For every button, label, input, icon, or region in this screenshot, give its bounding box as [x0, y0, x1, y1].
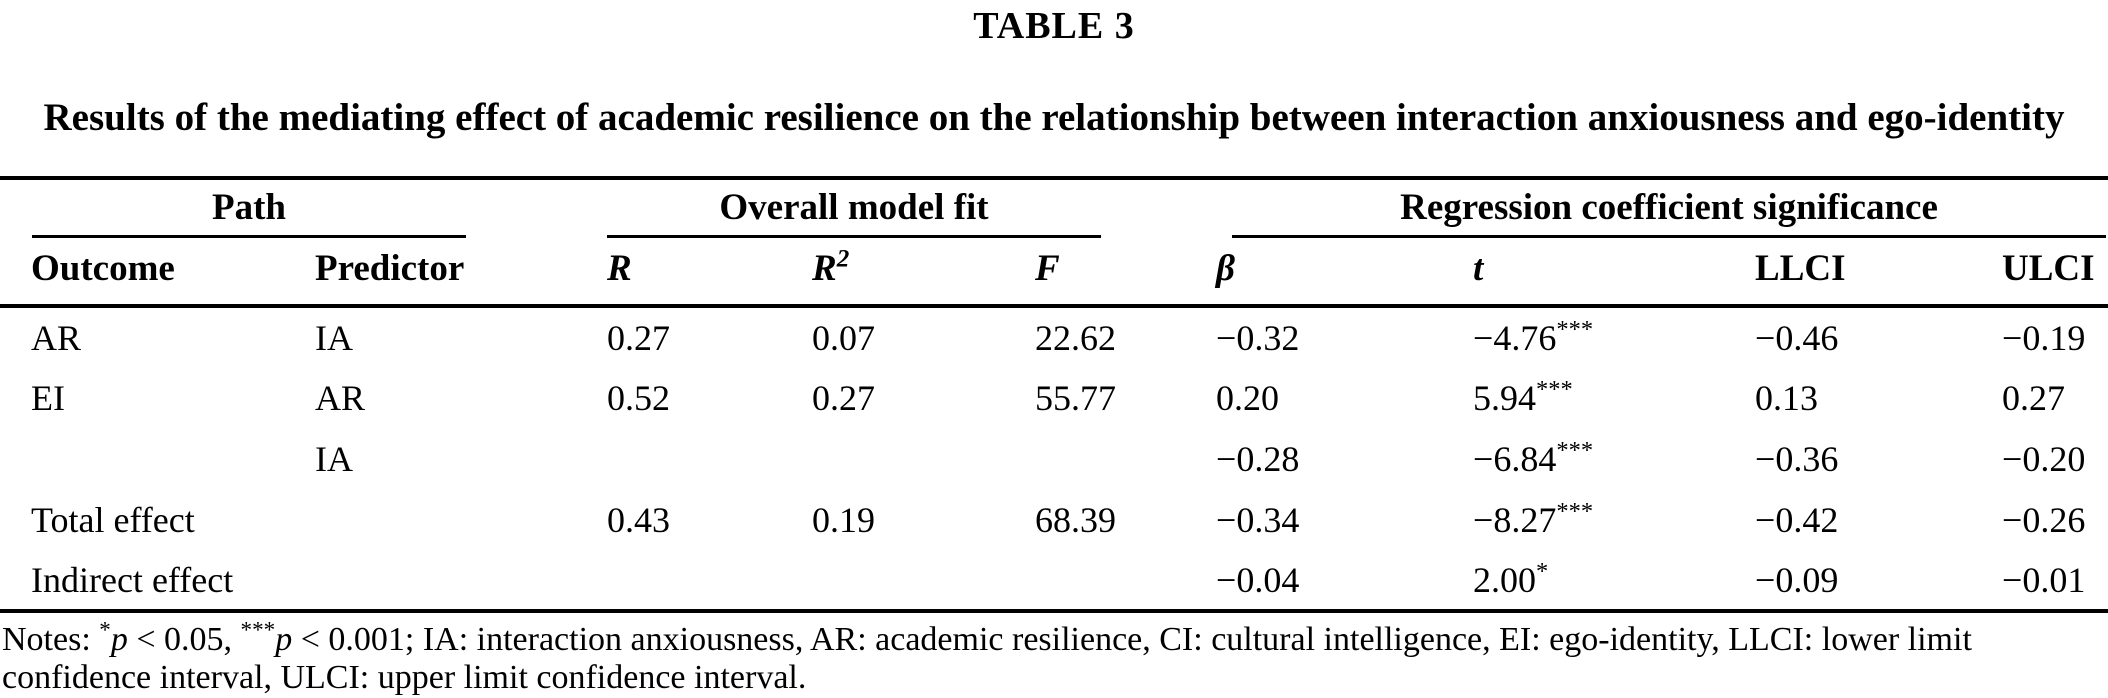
group-reg-label: Regression coefficient significance: [1400, 187, 1938, 228]
cell-outcome: Indirect effect: [0, 550, 315, 613]
table-row: IA −0.28 −6.84*** −0.36 −0.20: [0, 428, 2108, 489]
p-symbol: p: [275, 621, 293, 658]
table-row: Total effect 0.43 0.19 68.39 −0.34 −8.27…: [0, 489, 2108, 550]
cell-r2: [812, 428, 1035, 489]
col-header-ulci: ULCI: [2002, 240, 2108, 308]
cell-ulci: −0.19: [2002, 317, 2086, 358]
group-header-row: Path Overall model fit Regression coeffi…: [0, 176, 2108, 240]
cell-ulci: −0.20: [2002, 438, 2086, 479]
significance-stars: ***: [1556, 436, 1594, 464]
cell-t: −6.84***: [1473, 436, 1594, 479]
cell-beta: −0.28: [1216, 438, 1300, 479]
group-header-model-fit: Overall model fit: [607, 176, 1217, 240]
table-row: Indirect effect −0.04 2.00* −0.09 −0.01: [0, 550, 2108, 613]
cell-r: [607, 428, 812, 489]
col-header-beta: β: [1216, 240, 1474, 308]
cell-llci: −0.46: [1755, 317, 1839, 358]
cell-llci: −0.36: [1755, 438, 1839, 479]
table-number: TABLE 3: [973, 5, 1135, 47]
col-header-llci: LLCI: [1755, 240, 2003, 308]
cell-beta: −0.34: [1216, 499, 1300, 540]
notes-prefix: Notes:: [2, 621, 100, 658]
significance-stars: *: [1536, 557, 1549, 585]
cell-llci: 0.13: [1755, 377, 1819, 418]
cell-llci: −0.42: [1755, 499, 1839, 540]
cell-r2: 0.07: [812, 317, 875, 358]
col-header-f: F: [1035, 240, 1217, 308]
cell-f: [1035, 550, 1217, 613]
cell-outcome: EI: [31, 377, 65, 418]
cell-beta: 0.20: [1216, 377, 1280, 418]
cell-predictor: IA: [315, 438, 353, 479]
r-squared-exponent: 2: [836, 245, 850, 273]
table-row: EI AR 0.52 0.27 55.77 0.20 5.94*** 0.13 …: [0, 367, 2108, 428]
significance-star-single: *: [99, 617, 111, 644]
group-header-regression: Regression coefficient significance: [1216, 176, 2108, 240]
cell-outcome: AR: [31, 317, 82, 358]
cell-outcome: [0, 428, 315, 489]
cell-r: 0.52: [607, 377, 670, 418]
significance-stars: ***: [1536, 375, 1573, 403]
cell-t: −4.76***: [1473, 315, 1594, 358]
cell-llci: −0.09: [1755, 550, 2003, 613]
results-table: Path Overall model fit Regression coeffi…: [0, 176, 2108, 613]
cell-predictor: AR: [315, 377, 366, 418]
cell-ulci: −0.26: [2002, 499, 2086, 540]
group-fit-label: Overall model fit: [719, 187, 989, 228]
column-header-row: Outcome Predictor R R2 F β t LLCI ULCI: [0, 240, 2108, 308]
col-header-t: t: [1473, 240, 1756, 308]
cell-t: 2.00*: [1473, 550, 1756, 613]
table-caption: Results of the mediating effect of acade…: [43, 96, 2065, 139]
cell-t: −8.27***: [1473, 497, 1594, 540]
cell-r2: 0.27: [812, 377, 875, 418]
col-header-predictor: Predictor: [315, 240, 607, 308]
cell-ulci: 0.27: [2002, 377, 2066, 418]
group-path-label: Path: [212, 187, 286, 228]
cell-r2: [812, 550, 1035, 613]
cell-r: [607, 550, 812, 613]
cell-f: [1035, 428, 1216, 489]
table-notes: Notes: *p < 0.05, ***p < 0.001; IA: inte…: [2, 617, 1972, 696]
cell-beta: −0.32: [1216, 317, 1300, 358]
significance-star-triple: ***: [240, 617, 276, 644]
cell-r2: 0.19: [812, 499, 875, 540]
cell-t: 5.94***: [1473, 375, 1573, 418]
cell-predictor: IA: [315, 317, 353, 358]
col-header-outcome: Outcome: [0, 240, 315, 308]
cell-r: 0.27: [607, 317, 670, 358]
abbreviation-definitions: IA: interaction anxiousness, AR: academi…: [2, 621, 1972, 696]
cell-ulci: −0.01: [2002, 550, 2108, 613]
cell-f: 22.62: [1035, 317, 1116, 358]
table-row: AR IA 0.27 0.07 22.62 −0.32 −4.76*** −0.…: [0, 306, 2108, 367]
cell-outcome: Total effect: [31, 499, 195, 540]
col-header-r: R: [607, 240, 812, 308]
cell-predictor: [315, 489, 607, 550]
p-symbol: p: [110, 621, 128, 658]
group-header-path: Path: [0, 176, 607, 240]
cell-f: 68.39: [1035, 499, 1116, 540]
col-header-r-squared: R2: [812, 240, 1035, 308]
significance-stars: ***: [1556, 315, 1594, 343]
cell-r: 0.43: [607, 499, 670, 540]
cell-f: 55.77: [1035, 377, 1116, 418]
cell-beta: −0.04: [1216, 550, 1474, 613]
cell-predictor: [315, 550, 607, 613]
significance-stars: ***: [1556, 497, 1594, 525]
